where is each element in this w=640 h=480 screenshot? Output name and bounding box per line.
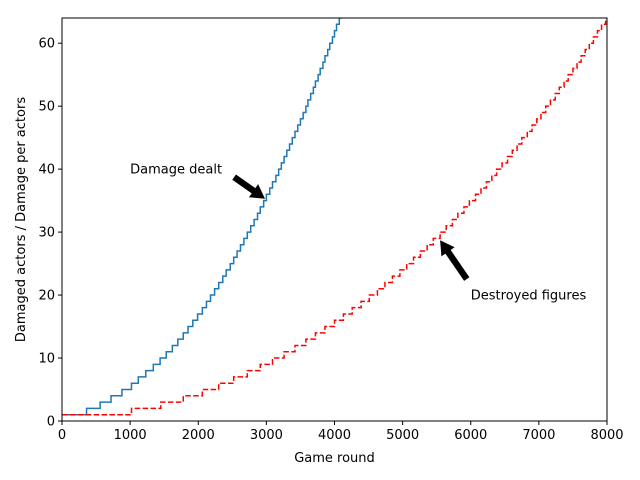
x-axis: 0 1000 2000 3000 4000 5000 6000 7000 8000 bbox=[58, 421, 624, 443]
y-tick-label: 10 bbox=[38, 352, 55, 367]
annotation-text-1: Damage dealt bbox=[130, 163, 222, 178]
y-tick-label: 20 bbox=[38, 289, 55, 304]
x-tick-label: 1000 bbox=[114, 428, 147, 443]
annotation-arrow-2 bbox=[440, 240, 470, 281]
annotation-text-2: Destroyed figures bbox=[471, 289, 587, 304]
x-tick-label: 3000 bbox=[250, 428, 283, 443]
x-tick-label: 8000 bbox=[590, 428, 623, 443]
y-tick-label: 50 bbox=[38, 100, 55, 115]
y-tick-label: 30 bbox=[38, 226, 55, 241]
y-tick-label: 60 bbox=[38, 37, 55, 52]
x-axis-label: Game round bbox=[294, 451, 375, 466]
series-layer bbox=[62, 18, 607, 416]
x-tick-label: 6000 bbox=[454, 428, 487, 443]
annotation-arrow-1 bbox=[232, 174, 266, 199]
y-tick-label: 0 bbox=[47, 415, 55, 430]
x-tick-label: 5000 bbox=[386, 428, 419, 443]
series-line-1 bbox=[62, 18, 343, 416]
annotation-layer: Damage dealt Destroyed figures bbox=[130, 163, 586, 304]
y-axis-label: Damaged actors / Damage per actors bbox=[14, 97, 29, 342]
x-tick-label: 4000 bbox=[318, 428, 351, 443]
y-tick-label: 40 bbox=[38, 163, 55, 178]
series-line-2 bbox=[62, 18, 607, 416]
x-tick-label: 7000 bbox=[522, 428, 555, 443]
plot-frame bbox=[61, 17, 608, 422]
x-tick-label: 0 bbox=[58, 428, 66, 443]
x-tick-label: 2000 bbox=[182, 428, 215, 443]
y-axis: 0 10 20 30 40 50 60 bbox=[38, 37, 62, 430]
